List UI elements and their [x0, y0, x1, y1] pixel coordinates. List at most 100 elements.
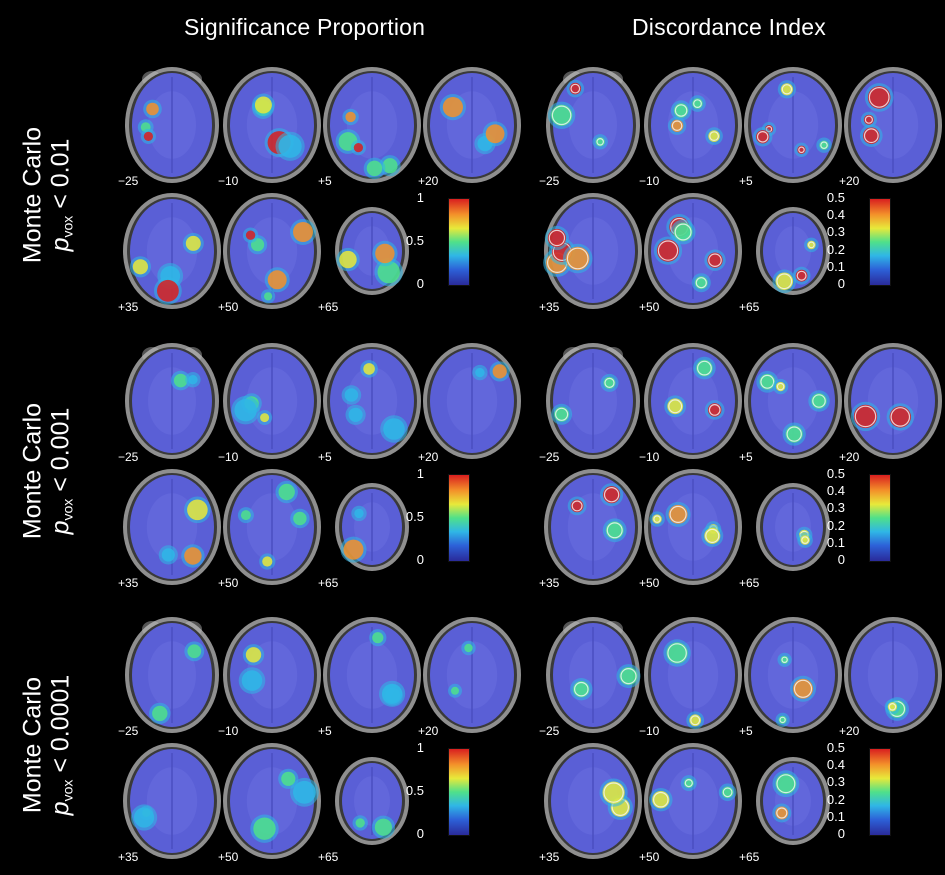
colorbar-tick-label: 0.3 — [826, 500, 845, 516]
colorbar-tick-label: 0.1 — [826, 258, 845, 274]
slice-label: +35 — [118, 850, 139, 864]
column-title-right: Discordance Index — [632, 14, 826, 40]
brain-slice-image: +35 — [539, 743, 643, 864]
slice-label: +5 — [739, 174, 753, 188]
brain-slice-image: +35 — [118, 743, 222, 864]
slice-label: −10 — [639, 724, 660, 738]
colorbar-gradient — [448, 474, 470, 562]
row-label-threshold: pvox < 0.001 — [46, 407, 76, 535]
slice-label: +35 — [118, 300, 139, 314]
slice-label: +5 — [739, 724, 753, 738]
slice-label: +65 — [739, 850, 760, 864]
colorbar-tick-label: 0.5 — [826, 466, 845, 481]
slice-label: +20 — [839, 174, 860, 188]
slice-label: +65 — [318, 300, 339, 314]
slice-label: +50 — [218, 576, 239, 590]
brain-slice-image: +20 — [418, 67, 522, 188]
colorbar-tick-label: 0 — [416, 552, 424, 567]
slice-label: +50 — [639, 576, 660, 590]
colorbar-tick-label: 0.3 — [826, 774, 845, 790]
brain-slice-image: +65 — [318, 743, 422, 864]
colorbar-tick-label: 0 — [837, 552, 845, 567]
colorbar-tick-label: 0 — [837, 826, 845, 841]
slice-label: −25 — [118, 174, 139, 188]
colorbar-tick-label: 0.5 — [405, 233, 424, 248]
brain-slice-image: +50 — [639, 469, 743, 590]
colorbar-gradient — [869, 474, 891, 562]
brain-slice-image: −10 — [639, 67, 743, 188]
brain-slice-image: −10 — [639, 617, 743, 738]
slice-label: +20 — [418, 174, 439, 188]
slice-label: −10 — [218, 450, 239, 464]
brain-slice-image: +50 — [218, 469, 322, 590]
colorbar-tick-label: 0.3 — [826, 224, 845, 240]
slice-label: −10 — [218, 174, 239, 188]
slice-label: +50 — [218, 850, 239, 864]
brain-slice-image: −10 — [218, 343, 322, 464]
colorbar-tick-label: 1 — [416, 190, 424, 205]
colorbar-tick-label: 0.5 — [405, 783, 424, 798]
brain-slice-image: +20 — [418, 617, 522, 738]
slice-label: −25 — [118, 724, 139, 738]
slice-label: +35 — [539, 300, 560, 314]
colorbar-tick-label: 0.5 — [826, 740, 845, 755]
brain-slice-image: +20 — [839, 343, 943, 464]
brain-slice-image: +65 — [739, 743, 843, 864]
row-label-threshold: pvox < 0.01 — [46, 138, 76, 252]
row-label-threshold: pvox < 0.0001 — [46, 674, 76, 816]
brain-slice-image: +5 — [739, 617, 843, 738]
brain-slice-image: +5 — [739, 67, 843, 188]
colorbar-tick-label: 0.2 — [826, 517, 845, 533]
colorbar-tick-label: 0 — [837, 276, 845, 291]
brain-slice-image: +35 — [539, 469, 643, 590]
brain-slice-image: −10 — [218, 67, 322, 188]
brain-slice-image: +50 — [218, 193, 322, 314]
colorbar-tick-label: 0 — [416, 276, 424, 291]
slice-label: −25 — [539, 450, 560, 464]
brain-slice-image: +20 — [839, 67, 943, 188]
slice-label: +65 — [739, 576, 760, 590]
brain-slice-image: +65 — [739, 469, 843, 590]
slice-label: +35 — [118, 576, 139, 590]
colorbar-tick-label: 0.4 — [826, 483, 845, 499]
slice-label: −25 — [118, 450, 139, 464]
slice-label: −10 — [639, 450, 660, 464]
slice-label: +65 — [318, 850, 339, 864]
brain-slice-image: +35 — [118, 469, 222, 590]
row-label-method: Monte Carlo — [18, 126, 47, 264]
colorbar-tick-label: 0.5 — [826, 190, 845, 205]
colorbar-tick-label: 0.1 — [826, 808, 845, 824]
slice-label: −25 — [539, 724, 560, 738]
brain-slice-image: +50 — [639, 743, 743, 864]
slice-label: +5 — [739, 450, 753, 464]
brain-slice-image: −25 — [118, 67, 222, 188]
slice-label: +5 — [318, 174, 332, 188]
slice-label: +20 — [418, 724, 439, 738]
colorbar-tick-label: 0.2 — [826, 791, 845, 807]
colorbar-tick-label: 0.2 — [826, 241, 845, 257]
brain-slice-image: −25 — [118, 343, 222, 464]
brain-slice-image: +5 — [318, 67, 422, 188]
slice-label: +20 — [839, 450, 860, 464]
brain-slice-image: −10 — [639, 343, 743, 464]
brain-slice-image: −25 — [539, 617, 643, 738]
slice-label: +50 — [639, 850, 660, 864]
colorbar-tick-label: 1 — [416, 740, 424, 755]
brain-slice-image: +35 — [539, 193, 643, 314]
row-label-1: Monte Carlo pvox < 0.01 — [0, 65, 100, 325]
row-label-method: Monte Carlo — [18, 402, 47, 540]
brain-slice-image: −25 — [118, 617, 222, 738]
brain-slice-image: +5 — [318, 343, 422, 464]
colorbar-gradient — [448, 748, 470, 836]
colorbar-gradient — [869, 748, 891, 836]
brain-slice-image: +5 — [739, 343, 843, 464]
row-label-3: Monte Carlo pvox < 0.0001 — [0, 615, 100, 875]
brain-slice-image: +20 — [418, 343, 522, 464]
slice-label: −10 — [639, 174, 660, 188]
colorbar-tick-label: 0 — [416, 826, 424, 841]
slice-label: +50 — [218, 300, 239, 314]
brain-slice-image: +65 — [739, 193, 843, 314]
slice-label: +50 — [639, 300, 660, 314]
slice-label: +5 — [318, 450, 332, 464]
slice-label: −25 — [539, 174, 560, 188]
